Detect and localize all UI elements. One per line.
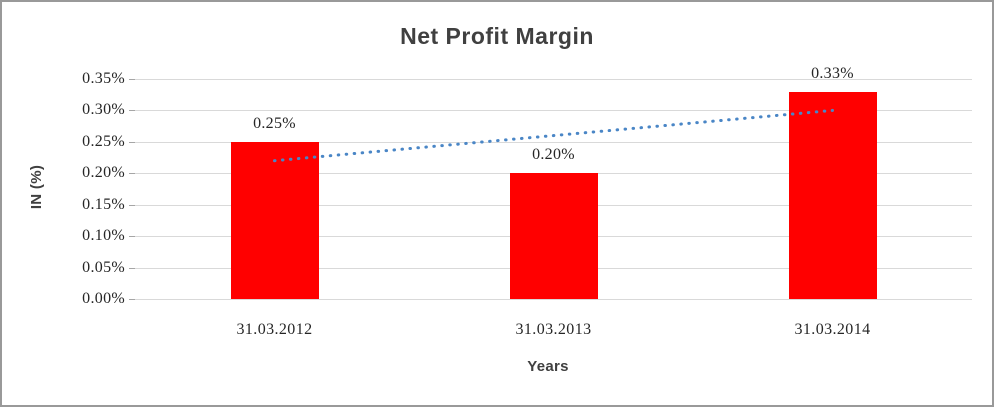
x-category-label: 31.03.2013: [515, 321, 592, 338]
chart-title: Net Profit Margin: [400, 23, 594, 49]
y-tick-label: 0.35%: [82, 70, 125, 87]
bar: [509, 173, 598, 299]
y-tick-label: 0.00%: [82, 290, 125, 307]
y-axis-tick: [129, 110, 135, 112]
y-axis-tick: [129, 141, 135, 143]
gridline: [135, 79, 972, 80]
y-axis-tick: [129, 79, 135, 80]
x-axis-title: Years: [527, 358, 569, 375]
gridline: [135, 299, 972, 300]
y-tick-label: 0.10%: [82, 227, 125, 245]
y-tick-label: 0.25%: [82, 132, 125, 150]
y-tick-label: 0.20%: [82, 164, 125, 182]
bar: [788, 91, 877, 299]
bar-data-label: 0.33%: [811, 64, 854, 82]
y-axis-tick: [129, 236, 135, 238]
bar-data-label: 0.25%: [253, 114, 296, 132]
y-tick-label: 0.05%: [82, 258, 125, 276]
y-axis-tick: [129, 204, 135, 206]
y-tick-label: 0.30%: [82, 101, 125, 119]
y-axis-tick: [129, 267, 135, 269]
bar: [230, 141, 319, 299]
y-axis-tick: [129, 173, 135, 175]
y-tick-label: 0.15%: [82, 195, 125, 213]
bar-data-label: 0.20%: [532, 146, 575, 164]
y-axis-tick: [129, 299, 135, 300]
x-category-label: 31.03.2012: [236, 321, 313, 338]
x-category-label: 31.03.2014: [794, 321, 871, 338]
